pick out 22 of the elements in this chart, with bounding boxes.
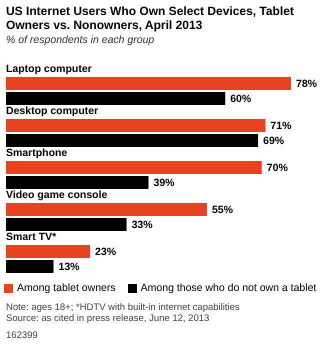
text: 162399 bbox=[6, 330, 39, 341]
data-label: 70% bbox=[266, 162, 288, 174]
y-tick-label: Desktop computer bbox=[6, 105, 98, 117]
y-tick-label: Smart TV* bbox=[6, 231, 58, 243]
legend-label: Among those who do not own a tablet bbox=[140, 282, 316, 294]
y-tick-label: Laptop computer bbox=[6, 63, 92, 75]
data-label: 71% bbox=[270, 120, 292, 132]
data-label: 60% bbox=[230, 93, 252, 106]
y-tick-label: Smartphone bbox=[6, 147, 68, 159]
chart-title: US Internet Users Who Own Select Devices, Tablet Owners vs. Nonowners, April 2013 bbox=[5, 3, 295, 32]
data-label: 69% bbox=[263, 135, 285, 148]
source-note: Source: as cited in press release, June 12, 2013 bbox=[6, 313, 210, 324]
text: Note: ages 18+; *HDTV with built-in internet capabilities bbox=[6, 302, 241, 313]
data-label: 23% bbox=[95, 246, 117, 258]
data-label: 39% bbox=[154, 177, 176, 190]
data-label: 33% bbox=[132, 219, 154, 232]
legend-label: Among tablet owners bbox=[17, 282, 116, 294]
y-tick-label: Video game console bbox=[6, 189, 108, 201]
data-label: 55% bbox=[212, 204, 234, 216]
chart-subtitle: % of respondents in each group bbox=[5, 33, 156, 48]
data-label: 13% bbox=[58, 261, 80, 274]
data-label: 78% bbox=[296, 78, 318, 90]
